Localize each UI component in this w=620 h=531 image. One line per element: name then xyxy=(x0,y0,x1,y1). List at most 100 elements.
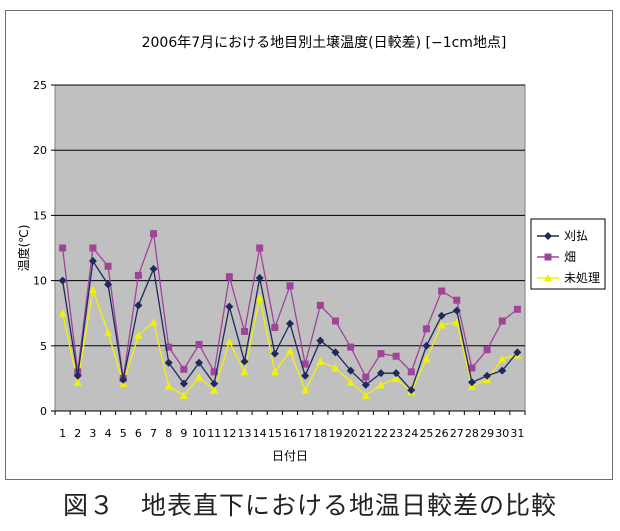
data-point xyxy=(104,328,113,337)
y-tick-label: 0 xyxy=(40,405,47,418)
data-point xyxy=(301,360,309,368)
data-point xyxy=(210,368,218,376)
data-point xyxy=(104,262,112,270)
data-point xyxy=(225,337,234,346)
x-tick-label: 8 xyxy=(165,427,172,440)
y-tick-label: 5 xyxy=(40,340,47,353)
x-tick-label: 16 xyxy=(283,427,297,440)
data-point xyxy=(270,367,279,376)
data-point xyxy=(134,301,143,310)
x-tick-label: 19 xyxy=(328,427,342,440)
x-tick-label: 28 xyxy=(465,427,479,440)
x-tick-label: 26 xyxy=(435,427,449,440)
legend-marker xyxy=(544,253,552,261)
y-tick-label: 25 xyxy=(33,79,47,92)
x-tick-label: 1 xyxy=(59,427,66,440)
data-point xyxy=(59,244,67,252)
data-point xyxy=(58,309,67,317)
data-point xyxy=(376,380,385,389)
y-tick-label: 15 xyxy=(33,209,47,222)
data-point xyxy=(286,319,294,328)
data-point xyxy=(377,350,385,358)
data-point xyxy=(498,366,507,375)
data-point xyxy=(210,386,219,394)
x-tick-label: 11 xyxy=(207,427,221,440)
legend-label: 刈払 xyxy=(564,229,588,243)
data-point xyxy=(134,271,142,279)
data-point xyxy=(149,318,158,326)
x-tick-label: 14 xyxy=(253,427,267,440)
data-point xyxy=(346,366,355,375)
data-point xyxy=(437,311,446,320)
data-point xyxy=(58,276,67,285)
data-point xyxy=(376,369,385,378)
data-point xyxy=(165,343,173,351)
legend-marker xyxy=(544,232,552,240)
x-axis-label: 日付日 xyxy=(272,449,308,463)
data-point xyxy=(422,325,430,333)
data-point xyxy=(271,324,279,332)
x-tick-label: 10 xyxy=(192,427,206,440)
x-tick-label: 23 xyxy=(389,427,403,440)
data-point xyxy=(104,280,113,289)
x-tick-label: 13 xyxy=(238,427,252,440)
data-point xyxy=(240,367,249,376)
x-tick-label: 12 xyxy=(222,427,236,440)
data-point xyxy=(331,363,340,372)
x-tick-label: 18 xyxy=(313,427,327,440)
series-1 xyxy=(58,257,522,395)
data-point xyxy=(513,348,522,357)
data-point xyxy=(255,293,264,302)
x-tick-label: 3 xyxy=(89,427,96,440)
data-point xyxy=(392,374,401,382)
legend-marker xyxy=(544,274,552,282)
data-point xyxy=(331,317,339,325)
data-point xyxy=(407,368,415,376)
x-tick-label: 4 xyxy=(105,427,112,440)
x-tick-label: 17 xyxy=(298,427,312,440)
series-2 xyxy=(59,230,521,382)
data-point xyxy=(498,317,506,325)
data-point xyxy=(301,371,310,380)
data-point xyxy=(150,230,158,238)
legend-label: 畑 xyxy=(564,250,576,264)
data-point xyxy=(316,301,324,309)
data-point xyxy=(88,285,97,294)
data-point xyxy=(452,306,461,315)
x-tick-label: 24 xyxy=(404,427,418,440)
data-point xyxy=(225,273,233,281)
data-point xyxy=(452,318,461,326)
data-point xyxy=(164,358,173,367)
data-point xyxy=(362,373,370,381)
data-point xyxy=(134,331,143,339)
data-point xyxy=(347,343,355,351)
data-point xyxy=(195,358,204,367)
data-point xyxy=(179,379,188,388)
x-tick-label: 30 xyxy=(495,427,509,440)
data-point xyxy=(483,346,491,354)
data-point xyxy=(149,264,158,273)
data-point xyxy=(346,378,355,386)
x-tick-label: 5 xyxy=(120,427,127,440)
data-point xyxy=(453,296,461,304)
data-point xyxy=(225,302,234,311)
data-point xyxy=(361,380,370,389)
y-tick-label: 20 xyxy=(33,144,47,157)
data-point xyxy=(422,354,431,363)
data-point xyxy=(513,305,521,313)
data-point xyxy=(73,378,82,386)
data-point xyxy=(256,244,264,252)
x-tick-label: 25 xyxy=(419,427,433,440)
data-point xyxy=(483,371,492,380)
data-point xyxy=(179,391,188,399)
data-point xyxy=(316,336,325,345)
y-axis-label: 温度(℃) xyxy=(16,225,31,272)
data-point xyxy=(392,352,400,360)
x-tick-label: 9 xyxy=(180,427,187,440)
chart-title: 2006年7月における地目別土壌温度(日較差) [−1cm地点] xyxy=(142,35,507,51)
data-point xyxy=(270,349,279,358)
data-point xyxy=(240,357,249,366)
data-point xyxy=(468,364,476,372)
data-point xyxy=(195,340,203,348)
